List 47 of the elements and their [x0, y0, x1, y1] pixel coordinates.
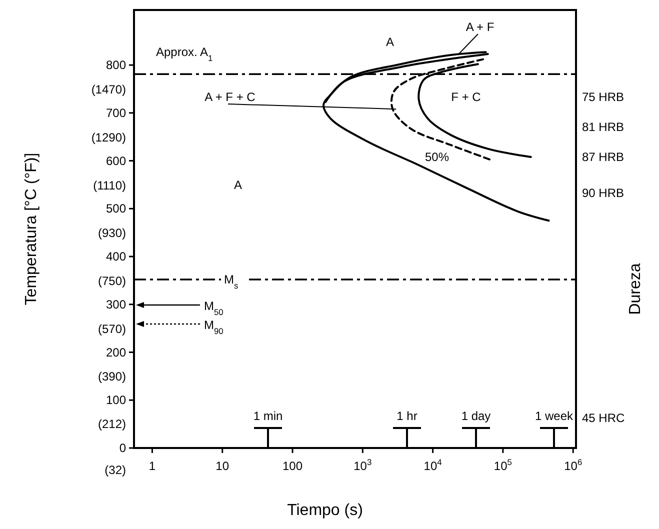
y3-tick-label: (570) [98, 322, 126, 336]
x-tick-label: 10$^{5}$ [494, 457, 512, 473]
ref-line-label: M$_{s}$ [224, 272, 238, 290]
y-tick-label: 500 [106, 202, 126, 216]
annotation: M$_{50}$ [204, 299, 224, 317]
text: 87 HRB [582, 150, 624, 164]
y3-tick-label: (1110) [93, 178, 126, 192]
y3-tick-label: (390) [98, 370, 126, 384]
annotation: A + F + C [204, 90, 256, 104]
x-tick-label: 1 [148, 459, 156, 473]
y3-tick-label: (930) [98, 226, 126, 240]
x-tick-label: 100 [282, 459, 303, 473]
text: (32) [104, 463, 126, 477]
y3-tick-label: (750) [98, 274, 126, 288]
annotation: F + C [451, 90, 482, 104]
y-tick-label: 0 [119, 441, 126, 455]
annotation: M$_{90}$ [204, 318, 224, 336]
annotation: 1 week [534, 409, 574, 423]
y3-tick-label: (1290) [91, 130, 126, 144]
y-tick-label: 100 [106, 393, 126, 408]
text: 81 HRB [582, 120, 624, 134]
text: 90 HRB [582, 186, 624, 200]
text: 75 HRB [582, 90, 624, 104]
y-tick-label: 200 [106, 345, 126, 360]
x-tick-label: 10$^{3}$ [354, 457, 372, 473]
x-tick-label: 10 [216, 459, 230, 473]
y2-axis-title: Dureza [627, 263, 644, 315]
annotation: A [386, 35, 394, 49]
x-tick-label: 10$^{4}$ [424, 457, 442, 473]
x-tick-label: 10$^{6}$ [564, 457, 582, 473]
y-axis-title: Temperatura [°C (°F)] [23, 152, 40, 306]
y-tick-label: 400 [106, 250, 126, 264]
y-tick-label: 800 [106, 58, 126, 72]
text: 45 HRC [582, 411, 626, 425]
annotation: 1 day [461, 409, 491, 423]
y-tick-label: 300 [106, 297, 126, 312]
y3-tick-label: (212) [98, 417, 126, 432]
x-axis-title: Tiempo (s) [287, 502, 363, 519]
annotation: A [234, 178, 242, 192]
annotation: 50% [424, 150, 450, 164]
y-tick-label: 700 [106, 106, 126, 120]
annotation: 1 hr [396, 409, 418, 423]
annotation: 1 min [253, 409, 283, 423]
ref-line-label: Approx. A$_{1}$ [156, 45, 214, 64]
y-tick-label: 600 [106, 154, 126, 168]
annotation: A + F [466, 20, 494, 34]
y3-tick-label: (1470) [91, 82, 126, 97]
